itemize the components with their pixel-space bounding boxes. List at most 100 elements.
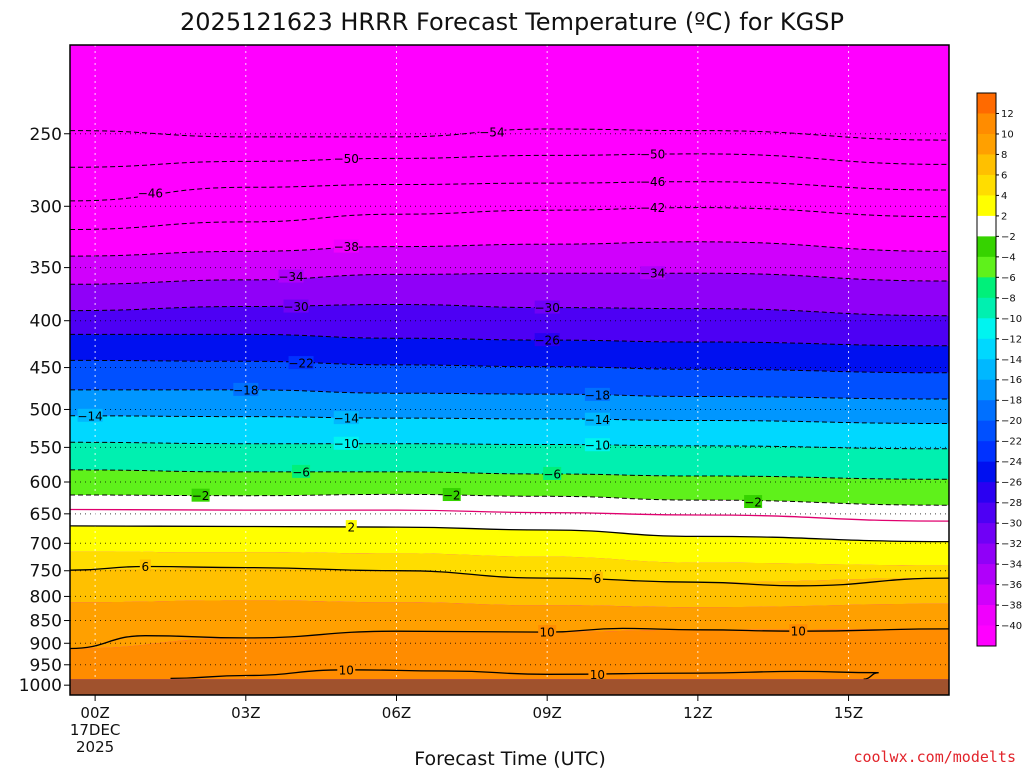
contour-label-bg-22 [191,488,210,502]
contour-2-15 [70,525,949,543]
y-tick-label-750: 750 [30,562,62,582]
contour-label-bg-27 [591,571,603,585]
contour-m54-0 [70,128,949,141]
contour-label-bg-23 [442,488,461,502]
contour-label-bg-31 [588,667,607,681]
colorbar-swatch-5 [977,195,996,217]
contour-m34-5 [70,272,949,285]
colorbar-label-14: −18 [1001,396,1022,407]
contour-label-1: −50 [334,152,359,166]
contour-label-20: −6 [292,465,310,479]
contour-label-bg-26 [139,559,151,573]
contour-label-bg-18 [333,436,359,450]
contour-m18-9 [70,389,949,400]
y-tick-label-500: 500 [30,400,62,420]
contour-label-27: 6 [594,572,602,586]
temperature-band-15 [70,628,949,680]
contour-label-bg-8 [640,266,666,280]
y-tick-label-800: 800 [30,587,62,607]
x-tick-label-6-0: 06Z [382,704,411,722]
colorbar-swatch-11 [977,318,996,340]
colorbar-swatch-2 [977,133,996,155]
colorbar-label-15: −20 [1001,416,1022,427]
contour-label-bg-17 [584,412,610,426]
x-tick-label-15-0: 15Z [834,704,863,722]
y-tick-label-300: 300 [30,197,62,217]
contour-m14-10 [70,415,949,424]
y-tick-label-350: 350 [30,259,62,279]
colorbar-swatch-21 [977,523,996,544]
temperature-band-11 [70,525,949,566]
contour-m2-13 [70,493,949,506]
colorbar-swatch-10 [977,297,996,319]
chart-title: 2025121623 HRRR Forecast Temperature (ºC… [180,8,844,36]
contour-m10-11 [70,441,949,450]
contour-label-bg-5 [640,200,666,214]
contour-label-bg-28 [538,625,557,639]
contour-label-16: −14 [334,412,359,426]
contour-0-14 [70,508,949,522]
contour-label-4: −46 [640,175,665,189]
contour-label-13: −18 [233,383,258,397]
contour-label-bg-13 [233,382,259,396]
colorbar-label-12: −14 [1001,355,1022,366]
temperature-band-6 [70,389,949,424]
contour-label-bg-0 [479,125,505,139]
credit-text[interactable]: coolwx.com/modelts [853,748,1016,766]
temperature-band-10 [70,494,949,542]
contour-label-bg-3 [137,185,163,199]
colorbar-label-22: −34 [1001,560,1022,571]
colorbar-swatch-25 [977,605,996,626]
contour-label-bg-20 [292,464,311,478]
x-tick-label-9-0: 09Z [532,704,561,722]
contour-label-15: −14 [77,409,102,423]
contour-label-12: −22 [288,357,313,371]
colorbar-label-2: 8 [1001,150,1007,161]
contour-label-14: −18 [585,388,610,402]
contour-label-28: 10 [540,626,555,640]
colorbar-label-13: −16 [1001,375,1022,386]
colorbar-label-1: 10 [1001,129,1014,140]
x-axis-label: Forecast Time (UTC) [414,748,605,768]
colorbar-label-3: 6 [1001,170,1007,181]
colorbar-swatch-14 [977,379,996,401]
contour-10-17 [70,627,949,650]
colorbar: 12 10 8 6 4 2 −2 −4 −6 −8 −10 −12 −14 −16 −18 −20 −22 −24… [976,92,1022,647]
contour-label-17: −14 [585,413,610,427]
x-tick-label-3-0: 03Z [231,704,260,722]
contour-label-21: −6 [543,467,561,481]
colorbar-label-4: 4 [1001,191,1007,202]
y-tick-label-1000: 1000 [19,676,62,696]
colorbar-label-23: −36 [1001,580,1022,591]
colorbar-label-18: −26 [1001,478,1022,489]
contour-label-bg-10 [534,300,560,314]
colorbar-swatch-16 [977,420,996,442]
colorbar-swatch-12 [977,338,996,360]
contour-label-30: 10 [339,663,354,677]
x-tick-label-0-1: 17DEC [70,721,121,739]
contour-label-10: −30 [535,301,560,315]
contour-6-16 [70,565,949,587]
colorbar-swatch-26 [977,625,996,647]
contour-label-23: −2 [443,489,461,503]
contour-label-18: −10 [334,437,359,451]
contour-label-bg-4 [640,174,666,188]
colorbar-swatch-3 [977,154,996,176]
pressure-axis: 2503003504004505005506006507007508008509… [19,125,70,696]
contour-label-bg-25 [345,520,357,534]
y-tick-label-550: 550 [30,438,62,458]
contour-label-0: −54 [479,126,504,140]
contour-label-bg-21 [543,466,562,480]
colorbar-label-5: 2 [1001,211,1007,222]
colorbar-label-11: −12 [1001,334,1022,345]
contour-label-bg-14 [584,387,610,401]
temperature-band-12 [70,551,949,583]
colorbar-swatch-20 [977,502,996,524]
colorbar-label-17: −24 [1001,457,1022,468]
contour-label-22: −2 [192,489,210,503]
colorbar-swatch-19 [977,482,996,504]
contour-label-8: −34 [640,267,665,281]
contour-label-bg-15 [77,408,103,422]
